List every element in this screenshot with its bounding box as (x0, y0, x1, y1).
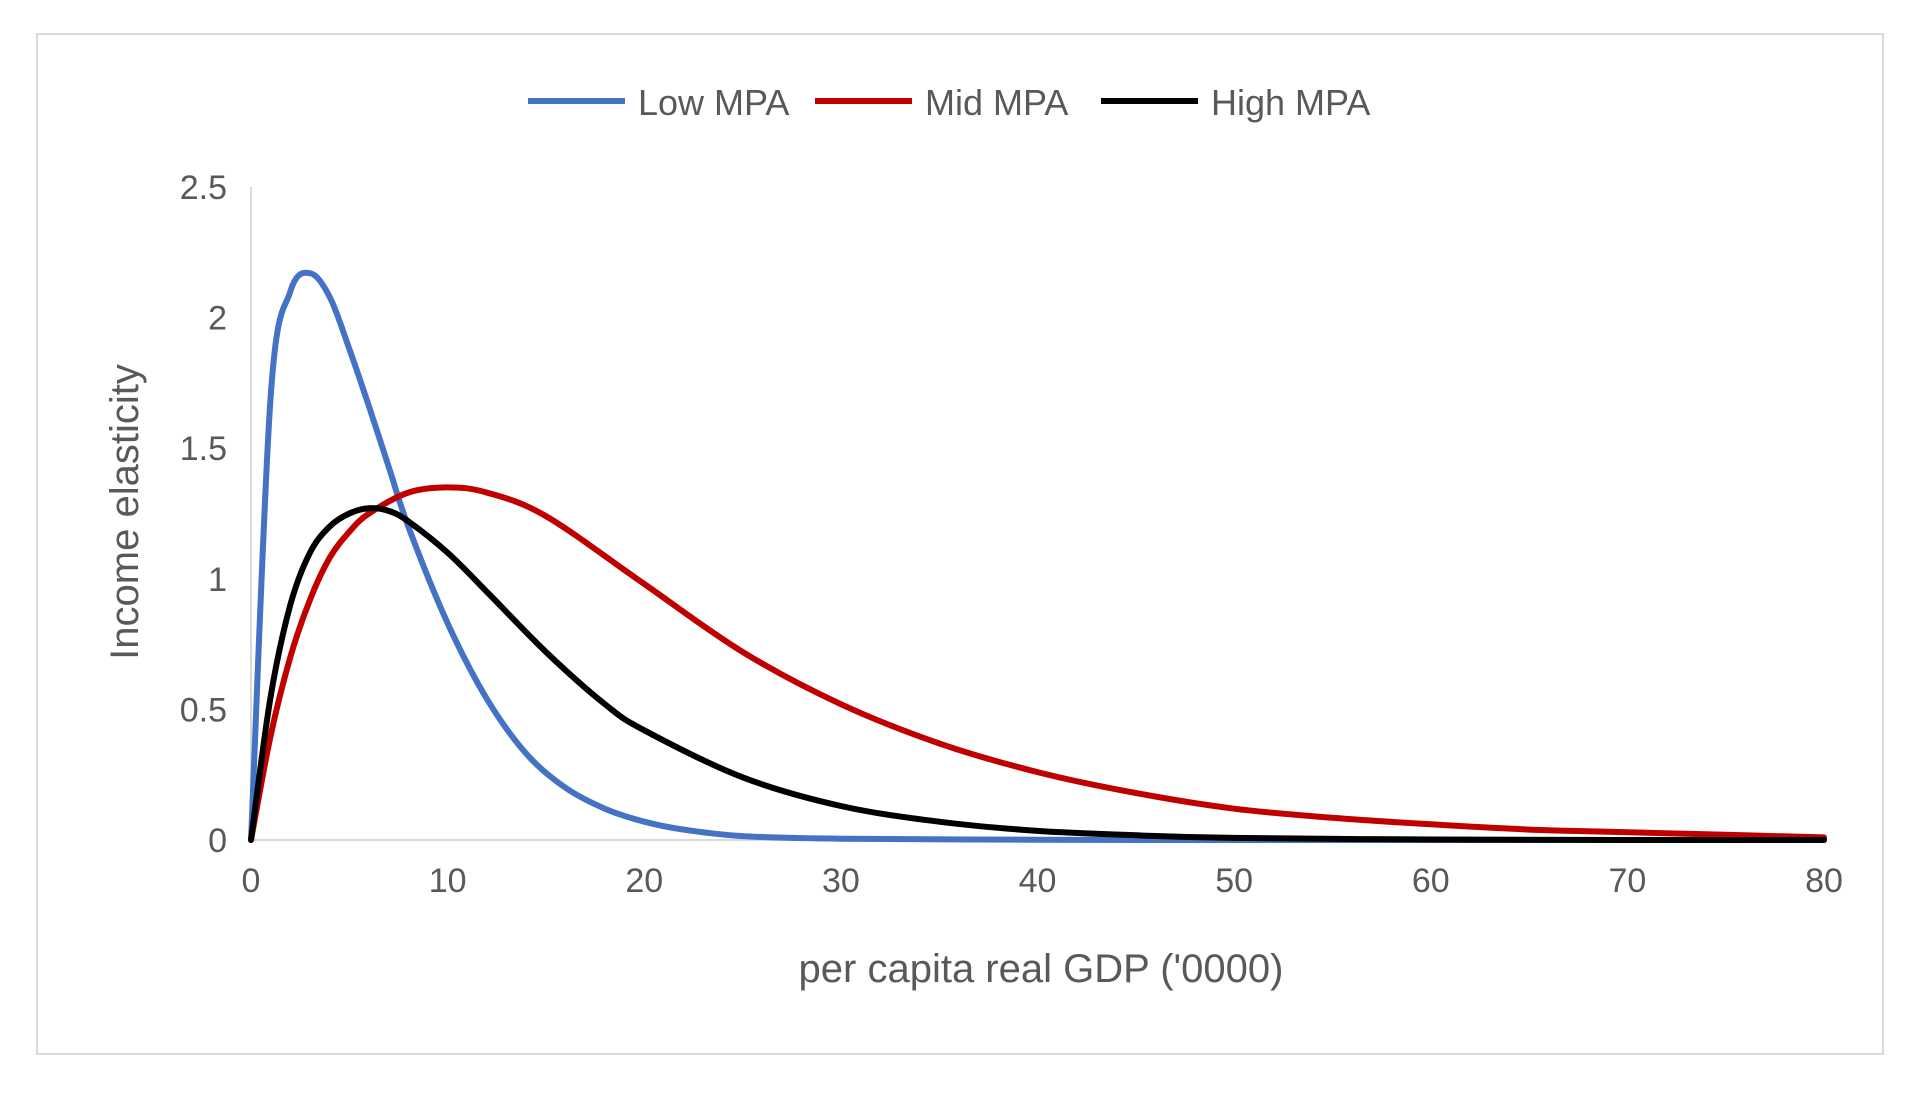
series-line-mid-mpa (248, 484, 1827, 843)
x-tick-label: 80 (1805, 862, 1843, 900)
x-tick-label: 0 (242, 862, 261, 900)
legend-label-low-mpa: Low MPA (638, 82, 789, 123)
y-tick-label: 2 (208, 300, 227, 338)
y-tick-label: 1 (208, 561, 227, 599)
x-tick-label: 20 (625, 862, 663, 900)
x-tick-label: 10 (429, 862, 467, 900)
x-tick-label: 30 (822, 862, 860, 900)
y-axis-title: Income elasticity (103, 364, 147, 660)
y-tick-label: 1.5 (180, 430, 227, 468)
x-tick-label: 60 (1412, 862, 1450, 900)
series-line-low-mpa (248, 269, 1827, 844)
legend-label-mid-mpa: Mid MPA (925, 82, 1068, 123)
series-lines (248, 269, 1827, 844)
x-tick-label: 40 (1019, 862, 1057, 900)
y-axis-ticks: 0 0.5 1 1.5 2 2.5 (180, 169, 227, 860)
legend: Low MPA Mid MPA High MPA (528, 82, 1370, 123)
legend-label-high-mpa: High MPA (1211, 82, 1370, 123)
y-tick-label: 2.5 (180, 169, 227, 207)
x-axis-ticks: 0 10 20 30 40 50 60 70 80 (242, 862, 1843, 900)
y-tick-label: 0 (208, 822, 227, 860)
x-tick-label: 70 (1608, 862, 1646, 900)
y-tick-label: 0.5 (180, 691, 227, 729)
chart-frame (36, 33, 1884, 1055)
x-axis-title: per capita real GDP ('0000) (799, 947, 1284, 991)
series-line-high-mpa (248, 505, 1827, 844)
x-tick-label: 50 (1215, 862, 1253, 900)
